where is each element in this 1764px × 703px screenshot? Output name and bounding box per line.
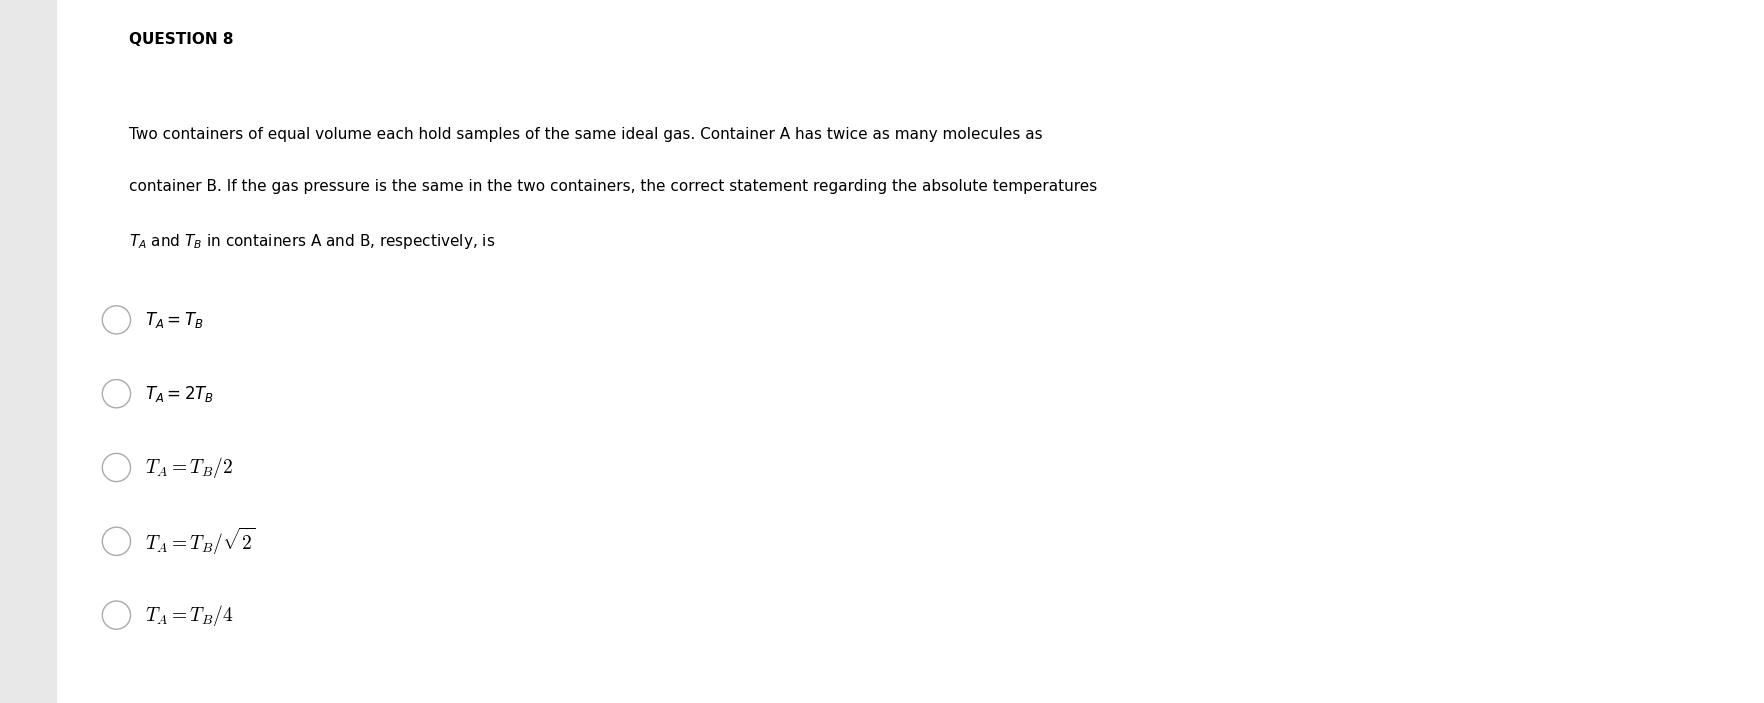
Text: $T_A= T_B/2$: $T_A= T_B/2$ [145,455,233,480]
Text: $T_A= T_B/\sqrt{2}$: $T_A= T_B/\sqrt{2}$ [145,526,254,557]
Text: $T_A = T_B$: $T_A = T_B$ [145,310,203,330]
Text: $T_A = 2T_B$: $T_A = 2T_B$ [145,384,213,404]
Text: container B. If the gas pressure is the same in the two containers, the correct : container B. If the gas pressure is the … [129,179,1097,194]
Bar [0,0,56,703]
Text: $T_A= T_B/4$: $T_A= T_B/4$ [145,602,233,628]
Text: QUESTION 8: QUESTION 8 [129,32,233,46]
Text: Two containers of equal volume each hold samples of the same ideal gas. Containe: Two containers of equal volume each hold… [129,127,1043,141]
Text: $T_A$ and $T_B$ in containers A and B, respectively, is: $T_A$ and $T_B$ in containers A and B, r… [129,232,496,251]
